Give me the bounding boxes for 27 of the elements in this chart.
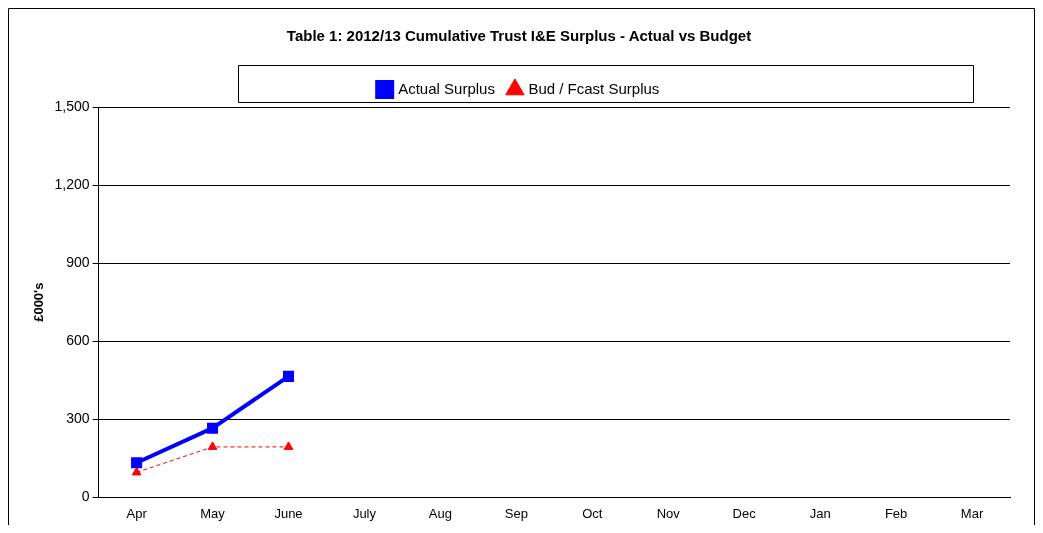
x-tick-label: Jan — [809, 505, 831, 521]
y-tick-label: 0 — [81, 488, 90, 505]
point — [282, 370, 295, 382]
x-tick-label: Oct — [582, 505, 603, 521]
chart-title: Table 1: 2012/13 Cumulative Trust I&E Surplus - Actual vs Budget — [286, 27, 752, 45]
y-tick-label: 300 — [66, 410, 90, 427]
point — [283, 441, 294, 450]
legend-label: Actual Surplus — [398, 79, 495, 97]
y-tick-label: 900 — [66, 254, 90, 271]
point — [131, 457, 143, 469]
point — [207, 441, 218, 450]
x-tick-label: Feb — [884, 505, 908, 521]
x-tick-label: Dec — [732, 505, 757, 521]
x-tick-label: May — [200, 505, 226, 521]
x-tick-label: June — [274, 505, 303, 521]
y-tick-label: 600 — [66, 332, 90, 349]
x-tick-label: July — [352, 505, 377, 521]
x-tick-label: Aug — [428, 505, 452, 521]
x-tick-label: Nov — [656, 505, 681, 521]
x-tick-label: Sep — [504, 505, 528, 521]
x-tick-label: Apr — [126, 505, 148, 521]
y-axis-title: £000's — [31, 282, 47, 322]
point — [207, 422, 219, 434]
y-tick-label: 1,200 — [54, 175, 90, 192]
legend-label: Bud / Fcast Surplus — [528, 79, 660, 97]
y-tick-label: 1,500 — [54, 97, 90, 114]
x-tick-label: Mar — [960, 505, 984, 521]
